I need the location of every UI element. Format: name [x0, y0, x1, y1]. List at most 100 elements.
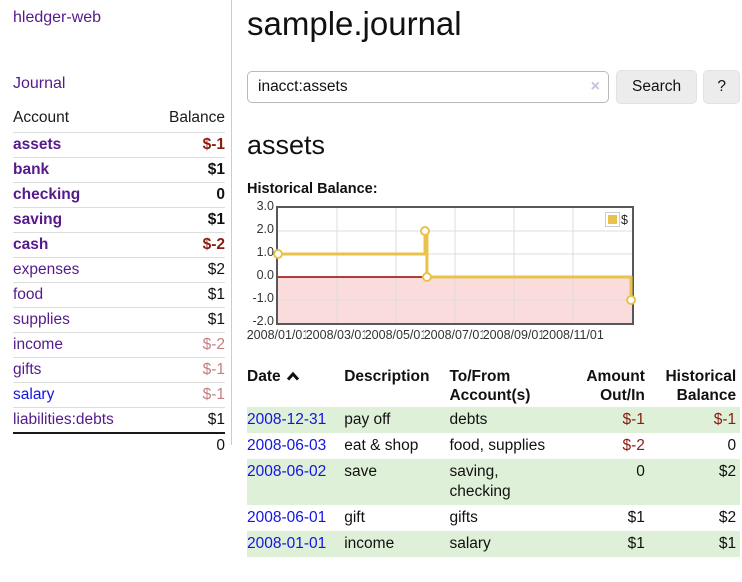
account-link-food[interactable]: food	[13, 286, 44, 303]
transaction-accounts: salary	[449, 535, 491, 552]
journal-link[interactable]: Journal	[13, 75, 66, 92]
chart-legend: $	[605, 212, 628, 227]
account-link-income[interactable]: income	[13, 336, 63, 353]
x-axis-tick-label: 2008/09/01	[482, 328, 546, 342]
register-row: 2008-06-03 eat & shop food, supplies $-2 0	[247, 433, 740, 459]
account-balance: $-1	[149, 382, 225, 408]
register-header-amount: Amount Out/In	[586, 368, 645, 404]
account-link-cash[interactable]: cash	[13, 236, 49, 253]
account-heading: assets	[247, 130, 326, 160]
balance-chart: $ 3.0 2.0 1.0 0.0 -1.0 -2.0 2008/01/01 2008/03/…	[246, 199, 740, 346]
transaction-balance: 0	[727, 437, 737, 454]
transaction-accounts: gifts	[449, 509, 478, 526]
account-row: gifts $-1	[13, 357, 225, 383]
account-row: liabilities:debts $1	[13, 407, 225, 434]
account-total-row: 0	[13, 432, 225, 458]
transaction-balance: $2	[718, 509, 737, 526]
account-link-liabilities-debts[interactable]: liabilities:debts	[13, 411, 114, 428]
transaction-description: pay off	[344, 411, 391, 428]
account-row: income $-2	[13, 332, 225, 358]
search-input[interactable]	[247, 71, 609, 103]
account-row: assets $-1	[13, 132, 225, 158]
account-row: cash $-2	[13, 232, 225, 258]
transaction-date-link[interactable]: 2008-06-03	[247, 437, 327, 454]
register-body: 2008-12-31 pay off debts $-1 $-1 2008-06-03 ea…	[247, 407, 741, 557]
transaction-date-link[interactable]: 2008-06-01	[247, 509, 327, 526]
legend-label: $	[621, 212, 628, 227]
register-row: 2008-01-01 income salary $1 $1	[247, 531, 741, 557]
transaction-description: eat & shop	[344, 437, 419, 454]
account-tree-table: Account Balance assets $-1 bank $1 checking 0…	[13, 107, 225, 458]
transaction-amount: $-2	[622, 437, 645, 454]
account-tree-body: assets $-1 bank $1 checking 0 saving $1 cash $-2 e…	[13, 132, 225, 434]
search-form: × Search ?	[247, 70, 741, 104]
clear-search-icon[interactable]: ×	[590, 78, 600, 95]
account-balance: $-1	[149, 132, 225, 158]
x-axis-tick-label: 2008/01/01	[246, 328, 310, 342]
register-header-accounts: To/From Account(s)	[449, 368, 531, 404]
transaction-description: gift	[344, 509, 365, 526]
account-link-bank[interactable]: bank	[13, 161, 50, 178]
account-link-saving[interactable]: saving	[13, 211, 63, 228]
account-balance: $1	[149, 282, 225, 308]
account-balance: $-1	[149, 357, 225, 383]
account-balance: $-2	[149, 332, 225, 358]
x-axis-tick-label: 2008/03/01	[305, 328, 369, 342]
account-row: bank $1	[13, 157, 225, 183]
account-link-supplies[interactable]: supplies	[13, 311, 70, 328]
x-axis-tick-label: 2008/11/01	[542, 328, 604, 342]
register-header-date[interactable]: Date	[247, 365, 344, 407]
transaction-date-link[interactable]: 2008-12-31	[247, 411, 327, 428]
account-link-gifts[interactable]: gifts	[13, 361, 42, 378]
account-balance: $1	[149, 307, 225, 333]
account-column-header: Account	[13, 107, 150, 133]
account-row: expenses $2	[13, 257, 225, 283]
transaction-amount: $1	[627, 535, 645, 552]
transaction-accounts: debts	[449, 411, 488, 428]
sidebar: hledger-web Journal Account Balance asse…	[0, 0, 232, 458]
transaction-date-link[interactable]: 2008-06-02	[247, 463, 327, 480]
transaction-amount: 0	[636, 463, 645, 480]
account-link-checking[interactable]: checking	[13, 186, 81, 203]
transaction-accounts: food, supplies	[449, 437, 546, 454]
legend-swatch-box	[605, 212, 621, 227]
transaction-description: income	[344, 535, 395, 552]
chart-title: Historical Balance:	[247, 181, 378, 197]
plot-area: $	[273, 206, 637, 325]
search-button[interactable]: Search	[616, 70, 698, 104]
account-link-assets[interactable]: assets	[13, 136, 62, 153]
account-link-salary[interactable]: salary	[13, 386, 55, 403]
chart-svg	[273, 208, 637, 323]
help-button[interactable]: ?	[703, 70, 741, 104]
balance-column-header: Balance	[149, 107, 225, 133]
transaction-amount: $-1	[622, 411, 645, 428]
app-title-link[interactable]: hledger-web	[13, 9, 102, 26]
transaction-accounts: saving, checking	[449, 463, 511, 500]
account-balance: $-2	[149, 232, 225, 258]
register-table: Date Description To/From Account(s) Amou…	[247, 365, 741, 557]
y-axis-tick-label: 0.0	[256, 268, 274, 282]
y-axis-tick-label: 1.0	[256, 245, 274, 259]
register-row: 2008-06-01 gift gifts $1 $2	[247, 505, 740, 531]
y-axis-tick-label: -2.0	[252, 314, 274, 328]
transaction-balance: $2	[718, 463, 737, 480]
account-balance: $1	[149, 207, 225, 233]
x-axis-tick-label: 2008/05/01	[364, 328, 428, 342]
y-axis-tick-label: 3.0	[256, 199, 274, 213]
account-row: checking 0	[13, 182, 225, 208]
account-row: salary $-1	[13, 382, 225, 408]
account-balance: $1	[149, 157, 225, 183]
legend-swatch-icon	[608, 215, 618, 224]
main-content: sample.journal × Search ? assets Histori…	[232, 0, 742, 557]
account-row: supplies $1	[13, 307, 225, 333]
search-box: ×	[247, 71, 609, 103]
page: hledger-web Journal Account Balance asse…	[0, 0, 742, 557]
account-link-expenses[interactable]: expenses	[13, 261, 80, 278]
register-row: 2008-06-02 save saving, checking 0 $2	[247, 459, 741, 505]
y-axis-tick-label: -1.0	[252, 291, 274, 305]
page-title: sample.journal	[247, 5, 462, 42]
transaction-balance: $-1	[713, 411, 737, 428]
transaction-date-link[interactable]: 2008-01-01	[247, 535, 327, 552]
transaction-amount: $1	[627, 509, 645, 526]
register-header-balance: Historical Balance	[665, 368, 737, 404]
